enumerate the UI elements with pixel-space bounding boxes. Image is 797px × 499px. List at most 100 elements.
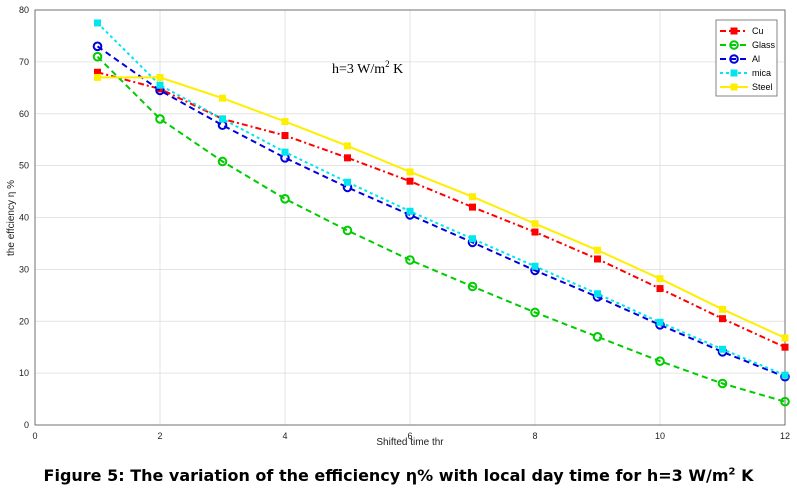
legend-label-cu: Cu [752, 26, 764, 36]
grid [34, 9, 786, 426]
data-point-glass [342, 225, 353, 236]
data-point-cu [781, 343, 789, 351]
data-point-glass [592, 332, 603, 342]
data-point-mica [469, 235, 476, 243]
legend-marker-cu [730, 27, 738, 35]
x-tick-label: 6 [407, 431, 412, 441]
x-axis-label: Shifted time thr [376, 437, 444, 448]
legend-marker-mica [730, 69, 738, 77]
plot-frame [34, 9, 786, 426]
data-point-mica [531, 262, 539, 270]
data-point-cu [719, 315, 726, 323]
data-point-glass [405, 255, 415, 265]
data-point-cu [344, 154, 351, 162]
legend-item-glass: Glass [720, 40, 776, 50]
y-tick-label: 80 [19, 5, 29, 15]
series-cu [94, 68, 789, 351]
x-tick-label: 8 [532, 431, 537, 441]
x-tick-label: 0 [32, 431, 37, 441]
x-tick-label: 12 [780, 431, 790, 441]
legend-label-glass: Glass [752, 40, 776, 50]
data-point-glass [717, 378, 728, 389]
data-point-al [92, 41, 103, 52]
data-point-mica [94, 19, 101, 27]
data-point-steel [156, 73, 164, 81]
data-point-mica [406, 207, 414, 215]
legend-item-mica: mica [720, 68, 771, 78]
series-line-glass [96, 55, 786, 403]
data-point-glass [655, 356, 665, 366]
data-point-mica [219, 115, 226, 123]
y-tick-label: 40 [19, 213, 29, 223]
data-point-cu [531, 228, 539, 236]
data-point-cu [656, 285, 664, 293]
data-point-glass [780, 396, 790, 407]
data-point-cu [594, 255, 601, 263]
y-tick-label: 10 [19, 368, 29, 378]
data-point-steel [281, 118, 289, 126]
legend-item-al: Al [720, 54, 760, 64]
data-point-cu [94, 68, 101, 76]
series-line-mica [96, 22, 786, 377]
data-point-mica [156, 81, 164, 89]
data-point-glass [155, 114, 165, 124]
data-point-mica [594, 290, 601, 298]
data-point-glass [217, 156, 228, 167]
legend-box [715, 19, 778, 97]
data-point-glass [280, 194, 290, 204]
x-tick-label: 2 [157, 431, 162, 441]
data-point-glass [530, 307, 540, 318]
x-tick-label: 4 [282, 431, 287, 441]
data-point-steel [94, 73, 101, 81]
y-axis-label: the effciency η % [6, 180, 17, 256]
y-tick-label: 60 [19, 109, 29, 119]
y-tick-label: 70 [19, 57, 29, 67]
data-point-glass [92, 51, 103, 62]
data-point-steel [406, 168, 414, 176]
y-tick-label: 30 [19, 264, 29, 274]
legend-label-mica: mica [752, 68, 771, 78]
data-point-cu [156, 85, 164, 93]
data-point-mica [281, 148, 289, 156]
data-point-steel [469, 193, 476, 201]
data-point-al [217, 120, 228, 130]
axis-ticks: 0 2 4 6 8 10 12 0 10 20 30 40 50 60 70 80 [19, 5, 790, 441]
x-tick-label: 10 [655, 431, 665, 441]
data-point-cu [281, 132, 289, 140]
data-point-steel [219, 94, 226, 102]
annotation-h: h=3 W/m2 K [332, 59, 403, 77]
legend-marker-al [729, 54, 739, 64]
y-tick-label: 20 [19, 316, 29, 326]
series-mica [94, 19, 789, 379]
data-point-cu [469, 203, 476, 211]
series-glass [92, 51, 790, 407]
data-point-mica [344, 178, 351, 186]
data-point-mica [719, 345, 726, 353]
series-group [92, 19, 790, 407]
data-point-cu [406, 177, 414, 185]
data-point-steel [594, 246, 601, 254]
legend-label-al: Al [752, 54, 760, 64]
legend-label-steel: Steel [752, 82, 773, 92]
figure-caption: Figure 5: The variation of the efficienc… [43, 466, 754, 485]
data-point-steel [344, 142, 351, 150]
series-al [92, 41, 790, 382]
data-point-steel [719, 305, 726, 313]
legend: Cu Glass Al mica Steel [715, 19, 778, 97]
data-point-steel [531, 220, 539, 228]
legend-item-steel: Steel [720, 82, 773, 92]
y-tick-label: 50 [19, 161, 29, 171]
series-line-steel [97, 76, 786, 339]
legend-marker-steel [730, 83, 738, 91]
series-steel [94, 73, 789, 342]
data-point-steel [656, 275, 664, 283]
data-point-mica [656, 318, 664, 326]
legend-marker-glass [729, 40, 739, 50]
data-point-mica [781, 371, 789, 379]
series-line-cu [97, 71, 786, 349]
data-point-glass [467, 281, 478, 292]
series-line-al [96, 45, 786, 378]
efficiency-chart: 0 2 4 6 8 10 12 0 10 20 30 40 50 60 70 80 h=3 W/m2 K Sh… [6, 5, 790, 448]
legend-item-cu: Cu [720, 26, 764, 36]
data-point-steel [781, 334, 789, 342]
